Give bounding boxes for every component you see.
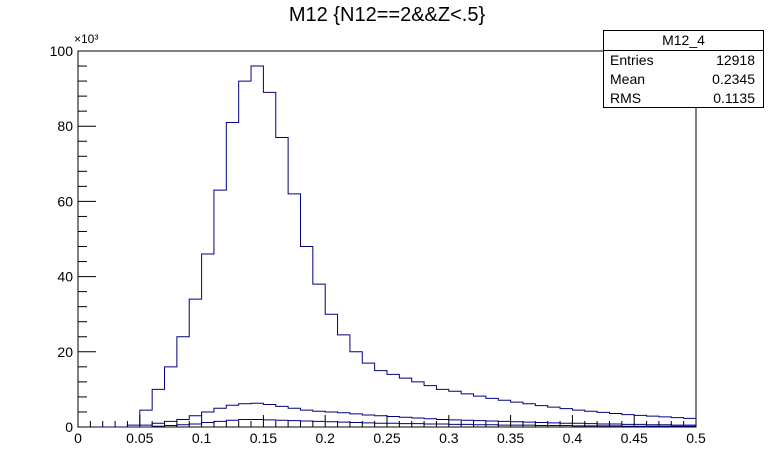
stats-box: M12_4 Entries 12918 Mean 0.2345 RMS 0.11…: [603, 30, 764, 108]
stats-label: RMS: [610, 90, 642, 106]
x-tick-label: 0.05: [126, 430, 153, 446]
stats-row-mean: Mean 0.2345: [604, 70, 763, 89]
chart-title: M12 {N12==2&&Z<.5}: [288, 4, 486, 26]
histogram-series-1: [78, 65, 696, 428]
x-tick-label: 0.3: [439, 430, 459, 446]
y-tick-label: 60: [57, 193, 73, 209]
y-tick-label: 40: [57, 269, 73, 285]
x-tick-label: 0.25: [373, 430, 400, 446]
y-tick-label: 0: [65, 419, 73, 435]
stats-name: M12_4: [604, 31, 763, 51]
x-tick-label: 0: [74, 430, 82, 446]
x-tick-label: 0.4: [563, 430, 583, 446]
x-tick-label: 0.45: [621, 430, 648, 446]
y-multiplier-label: ×10³: [74, 32, 98, 46]
x-tick-label: 0.5: [686, 430, 706, 446]
x-tick-label: 0.35: [497, 430, 524, 446]
stats-row-rms: RMS 0.1135: [604, 89, 763, 108]
stats-value: 0.2345: [712, 71, 755, 87]
stats-value: 0.1135: [713, 90, 755, 106]
stats-label: Mean: [610, 71, 646, 87]
x-tick-label: 0.1: [192, 430, 212, 446]
stats-label: Entries: [610, 52, 654, 68]
x-tick-label: 0.15: [250, 430, 277, 446]
y-tick-label: 100: [50, 43, 74, 59]
y-tick-label: 20: [57, 344, 73, 360]
stats-value: 12918: [716, 52, 755, 68]
stats-row-entries: Entries 12918: [604, 51, 763, 70]
y-tick-label: 80: [57, 118, 73, 134]
x-tick-label: 0.2: [315, 430, 335, 446]
